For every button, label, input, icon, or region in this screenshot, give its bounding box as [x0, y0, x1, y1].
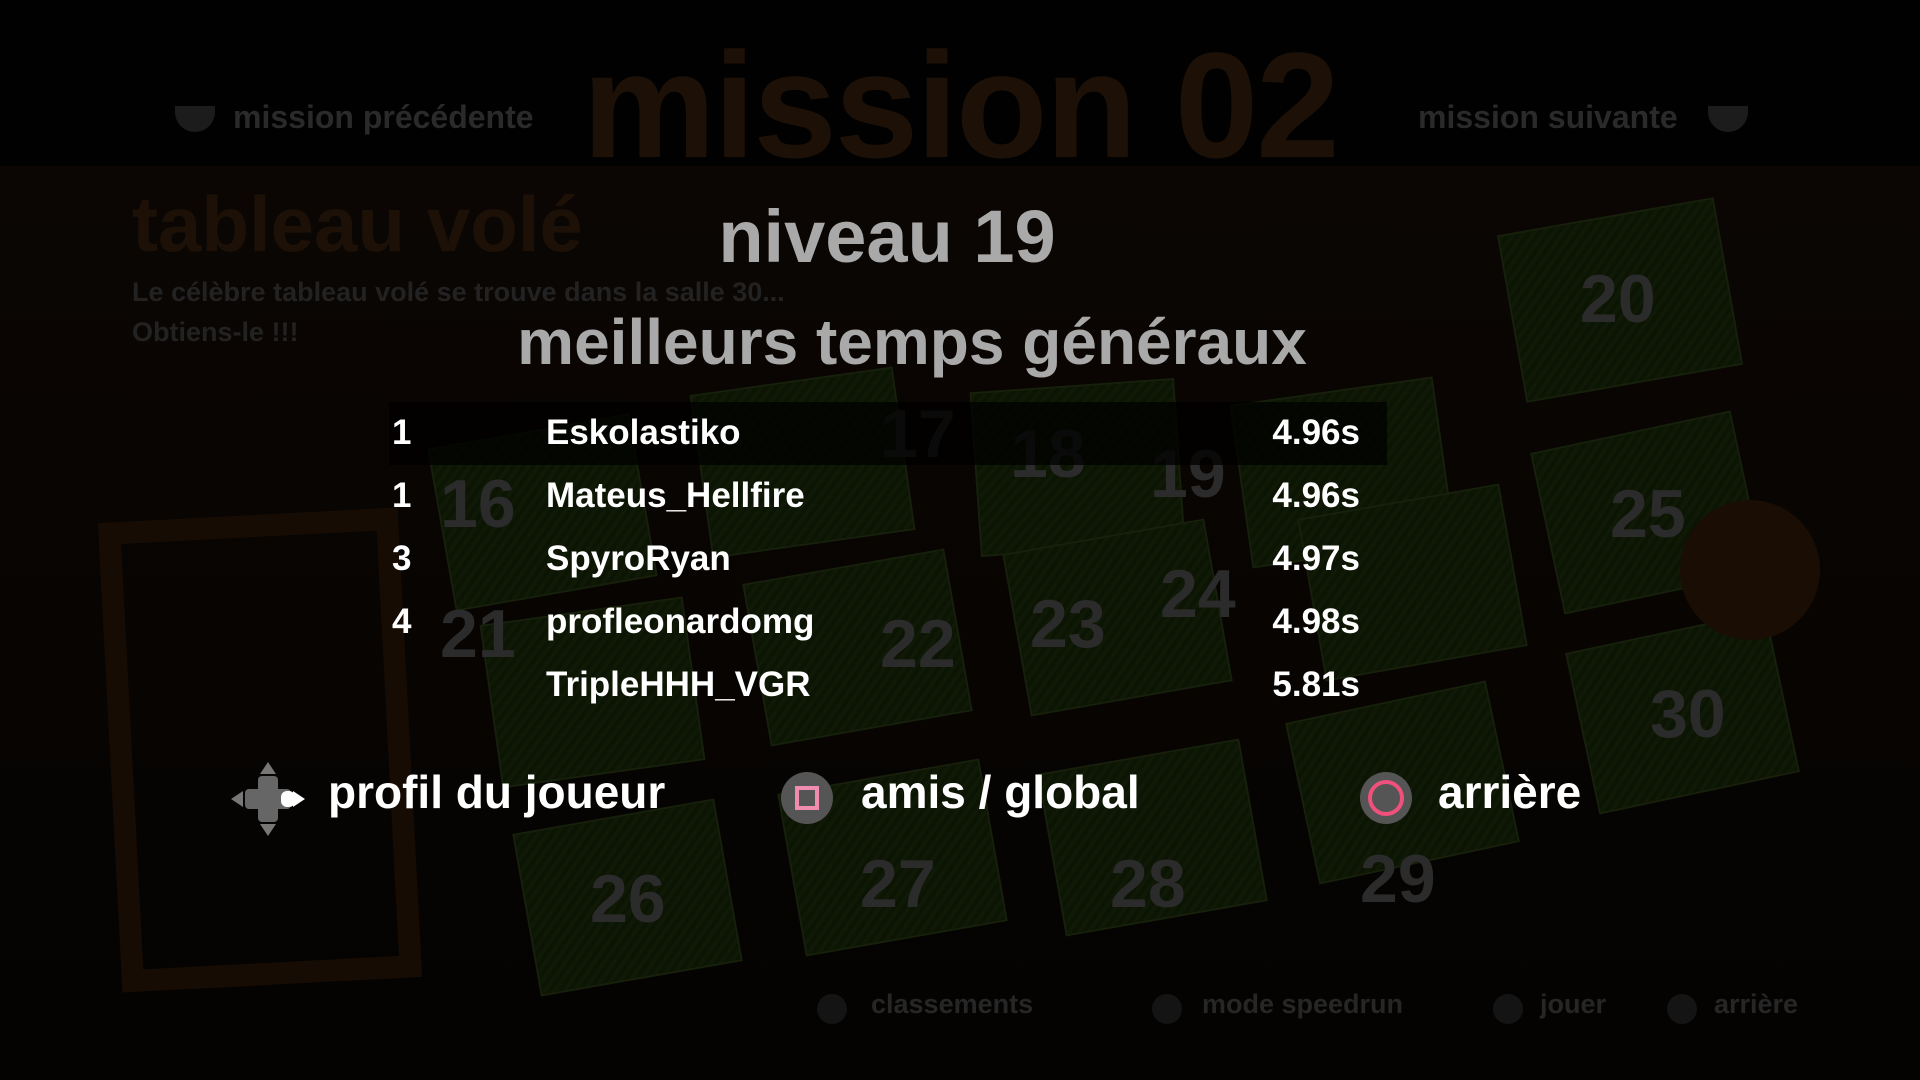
level-number: 26 [590, 861, 666, 937]
player-name: Eskolastiko [546, 413, 741, 452]
player-name: SpyroRyan [546, 539, 731, 578]
level-number: 23 [1030, 586, 1106, 662]
top-band [0, 0, 1920, 166]
level-number: 27 [860, 846, 936, 922]
rankings-hint: classements [871, 989, 1034, 1019]
dpad-icon [231, 762, 305, 836]
player-profile-action[interactable]: profil du joueur [328, 766, 666, 818]
rank: 1 [392, 476, 412, 515]
level-number: 20 [1580, 261, 1656, 337]
circle-hint-icon [1667, 994, 1697, 1024]
level-number: 28 [1110, 846, 1186, 922]
level-number: 24 [1160, 556, 1236, 632]
level-number: 29 [1360, 841, 1436, 917]
circle-button-icon [1360, 772, 1412, 824]
table-row[interactable]: 1 Mateus_Hellfire 4.96s [389, 465, 1387, 528]
table-row[interactable]: TripleHHH_VGR 5.81s [389, 654, 1387, 717]
rank: 4 [392, 602, 412, 641]
player-name: profleonardomg [546, 602, 815, 641]
mission-description-2: Obtiens-le !!! [132, 317, 299, 347]
rank: 1 [392, 413, 412, 452]
level-number: 16 [440, 466, 516, 542]
back-action[interactable]: arrière [1438, 766, 1582, 818]
time: 4.98s [1272, 602, 1360, 641]
time: 5.81s [1272, 665, 1360, 704]
leaderboard-title: niveau 19 [718, 195, 1056, 278]
leaderboard-table: 1 Eskolastiko 4.96s 1 Mateus_Hellfire 4.96s … [389, 402, 1387, 717]
mission-name: tableau volé [132, 180, 583, 268]
level-number: 22 [880, 606, 956, 682]
table-row[interactable]: 1 Eskolastiko 4.96s [389, 402, 1387, 465]
table-row[interactable]: 4 profleonardomg 4.98s [389, 591, 1387, 654]
triangle-hint-icon [1152, 994, 1182, 1024]
play-hint: jouer [1540, 989, 1607, 1019]
square-button-icon [781, 772, 833, 824]
player-name: Mateus_Hellfire [546, 476, 805, 515]
previous-mission[interactable]: mission précédente [233, 99, 534, 135]
mission-description: Le célèbre tableau volé se trouve dans l… [132, 277, 785, 307]
player-name: TripleHHH_VGR [546, 665, 811, 704]
table-row[interactable]: 3 SpyroRyan 4.97s [389, 528, 1387, 591]
speedrun-hint: mode speedrun [1202, 989, 1404, 1019]
time: 4.97s [1272, 539, 1360, 578]
easel-painting [97, 507, 423, 993]
square-hint-icon [817, 994, 847, 1024]
back-hint: arrière [1714, 989, 1799, 1019]
rank: 3 [392, 539, 412, 578]
level-number: 30 [1650, 676, 1726, 752]
leaderboard-subtitle: meilleurs temps généraux [517, 306, 1307, 378]
painting-marker-icon [1680, 500, 1820, 640]
time: 4.96s [1272, 413, 1360, 452]
next-mission[interactable]: mission suivante [1418, 99, 1678, 135]
friends-global-toggle[interactable]: amis / global [861, 766, 1140, 818]
level-number: 25 [1610, 476, 1686, 552]
mission-title: mission 02 [582, 21, 1339, 189]
level-number: 21 [440, 596, 516, 672]
cross-hint-icon [1493, 994, 1523, 1024]
time: 4.96s [1272, 476, 1360, 515]
